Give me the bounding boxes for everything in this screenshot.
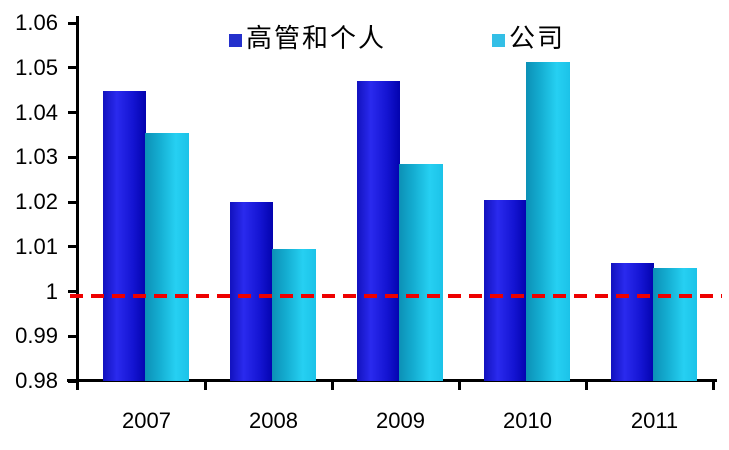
x-tick-label-2007: 2007: [122, 408, 171, 433]
y-tick-label-1.06: 1.06: [15, 10, 58, 35]
y-tick-mark: [68, 245, 78, 249]
y-tick-label-0.98: 0.98: [15, 368, 58, 393]
reference-line: [70, 293, 722, 298]
bar-exec-2010: [484, 200, 527, 381]
bar-exec-2008: [230, 202, 273, 381]
y-tick-mark: [68, 155, 78, 159]
bar-company-2008: [271, 248, 316, 381]
y-tick-label-1.01: 1.01: [15, 233, 58, 259]
bar-company-2010: [525, 62, 570, 381]
y-tick-mark: [68, 21, 78, 25]
legend-swatch-company-icon: [492, 33, 505, 47]
y-tick-label-1.05: 1.05: [15, 54, 58, 80]
y-tick-label-1.03: 1.03: [15, 144, 58, 170]
y-tick-mark: [68, 334, 78, 338]
x-tick-label-2008: 2008: [249, 408, 298, 433]
x-tick-mark: [711, 381, 715, 390]
x-tick-label-2010: 2010: [503, 408, 552, 433]
x-tick-mark: [203, 381, 207, 390]
bar-company-2007: [144, 132, 189, 381]
legend-item-exec: 高管和个人: [229, 24, 386, 54]
x-tick-label-2009: 2009: [376, 408, 425, 433]
x-tick-mark: [330, 381, 334, 390]
y-tick-label-0.99: 0.99: [15, 323, 58, 349]
x-tick-label-2011: 2011: [630, 408, 679, 433]
legend-label-exec: 高管和个人: [246, 24, 387, 54]
bar-exec-2007: [103, 91, 146, 381]
legend-swatch-exec-icon: [229, 33, 242, 47]
bar-exec-2011: [611, 262, 654, 381]
legend-label-company: 公司: [509, 24, 566, 54]
y-tick-mark: [68, 200, 78, 204]
y-tick-label-1: 1: [45, 278, 58, 304]
bar-company-2011: [652, 267, 697, 381]
legend-item-company: 公司: [492, 24, 565, 54]
y-tick-mark: [68, 290, 78, 293]
bar-exec-2009: [357, 81, 400, 381]
y-tick-mark: [68, 379, 78, 383]
x-tick-mark: [457, 381, 461, 390]
bar-company-2009: [398, 163, 443, 381]
y-tick-mark: [68, 111, 78, 114]
y-tick-label-1.02: 1.02: [15, 189, 58, 214]
x-tick-mark: [584, 381, 588, 390]
y-tick-label-1.04: 1.04: [15, 99, 58, 125]
y-tick-mark: [68, 66, 78, 70]
